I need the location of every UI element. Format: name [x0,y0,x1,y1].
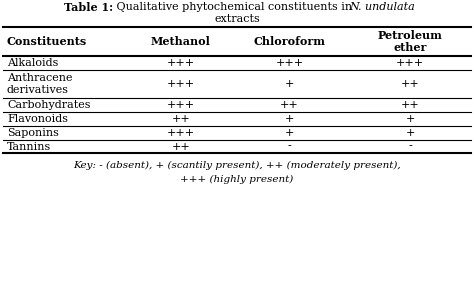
Text: Chloroform: Chloroform [254,36,326,47]
Text: Saponins: Saponins [7,128,59,138]
Text: +++: +++ [275,58,304,68]
Text: Flavonoids: Flavonoids [7,114,68,124]
Text: +: + [285,128,294,138]
Text: Table 1:: Table 1: [64,2,113,13]
Text: Anthracene
derivatives: Anthracene derivatives [7,73,73,95]
Text: +: + [405,128,415,138]
Text: +++: +++ [167,100,195,110]
Text: +++: +++ [167,58,195,68]
Text: +++ (highly present): +++ (highly present) [181,175,293,184]
Text: Key: - (absent), + (scantily present), ++ (moderately present),: Key: - (absent), + (scantily present), +… [73,161,401,170]
Text: ++: ++ [172,142,190,151]
Text: +: + [405,114,415,124]
Text: ++: ++ [401,100,419,110]
Text: Petroleum
ether: Petroleum ether [378,30,443,53]
Text: ++: ++ [172,114,190,124]
Text: -: - [288,142,292,151]
Text: Tannins: Tannins [7,142,51,151]
Text: N. undulata: N. undulata [349,2,415,12]
Text: +++: +++ [167,79,195,89]
Text: Constituents: Constituents [7,36,87,47]
Text: +: + [285,79,294,89]
Text: ++: ++ [401,79,419,89]
Text: Carbohydrates: Carbohydrates [7,100,91,110]
Text: Qualitative phytochemical constituents in: Qualitative phytochemical constituents i… [113,2,356,12]
Text: +++: +++ [396,58,424,68]
Text: extracts: extracts [214,14,260,24]
Text: +: + [285,114,294,124]
Text: +++: +++ [167,128,195,138]
Text: Methanol: Methanol [151,36,211,47]
Text: -: - [408,142,412,151]
Text: Alkaloids: Alkaloids [7,58,58,68]
Text: ++: ++ [280,100,299,110]
